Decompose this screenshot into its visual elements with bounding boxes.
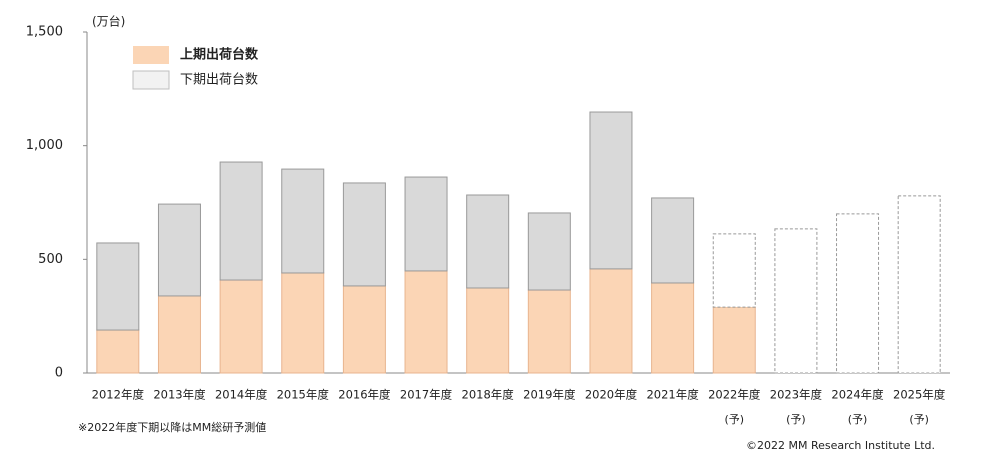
bar-segment [651, 282, 695, 374]
bar-segment [527, 212, 571, 291]
bar-segment [281, 272, 325, 374]
bar-segment [589, 268, 633, 374]
bar-segment [589, 111, 633, 270]
bar-segment [774, 228, 818, 374]
bar-segment [96, 329, 140, 374]
bar-segment [836, 213, 880, 374]
x-tick-label: 2019年度 [523, 388, 576, 402]
x-tick-label: 2018年度 [462, 388, 515, 402]
y-tick-label: 1,500 [26, 25, 63, 40]
x-tick-note: (予) [786, 413, 806, 426]
x-tick-label: 2016年度 [338, 388, 391, 402]
bar-segment [404, 176, 448, 272]
y-tick-label: 1,000 [26, 138, 63, 153]
legend-label: 上期出荷台数 [180, 47, 259, 63]
bar-segment [712, 233, 756, 308]
bar-segment [96, 242, 140, 331]
bar-segment [527, 289, 571, 374]
x-tick-label: 2020年度 [585, 388, 638, 402]
y-tick-label: 0 [55, 366, 63, 381]
bar-segment [157, 295, 201, 374]
legend-label: 下期出荷台数 [180, 73, 258, 88]
y-tick-label: 500 [38, 252, 63, 267]
x-tick-label: 2023年度 [770, 388, 823, 402]
x-tick-label: 2013年度 [153, 388, 206, 402]
bar-segment [897, 195, 941, 374]
x-tick-label: 2012年度 [92, 388, 145, 402]
x-tick-label: 2024年度 [831, 388, 884, 402]
bar-segment [466, 287, 510, 374]
bar-segment [219, 161, 263, 281]
x-tick-label: 2014年度 [215, 388, 268, 402]
bar-segment [157, 203, 201, 297]
bar-segment [281, 168, 325, 274]
x-tick-label: 2025年度 [893, 388, 946, 402]
copyright: ©2022 MM Research Institute Ltd. [746, 439, 935, 452]
bar-segment [342, 285, 386, 374]
footnote: ※2022年度下期以降はMM総研予測値 [78, 420, 266, 434]
x-tick-note: (予) [909, 413, 929, 426]
unit-label: (万台) [92, 14, 125, 29]
bar-segment [651, 197, 695, 284]
legend-swatch [132, 70, 170, 90]
bar-segment [342, 182, 386, 287]
x-tick-label: 2017年度 [400, 388, 453, 402]
bar-segment [404, 270, 448, 374]
x-tick-label: 2015年度 [277, 388, 330, 402]
legend-swatch [133, 46, 169, 64]
bar-segment [219, 279, 263, 374]
bar-segment [466, 194, 510, 289]
x-tick-note: (予) [724, 413, 744, 426]
bar-segment [712, 306, 756, 374]
x-tick-note: (予) [848, 413, 868, 426]
x-tick-label: 2021年度 [646, 388, 699, 402]
x-tick-label: 2022年度 [708, 388, 761, 402]
